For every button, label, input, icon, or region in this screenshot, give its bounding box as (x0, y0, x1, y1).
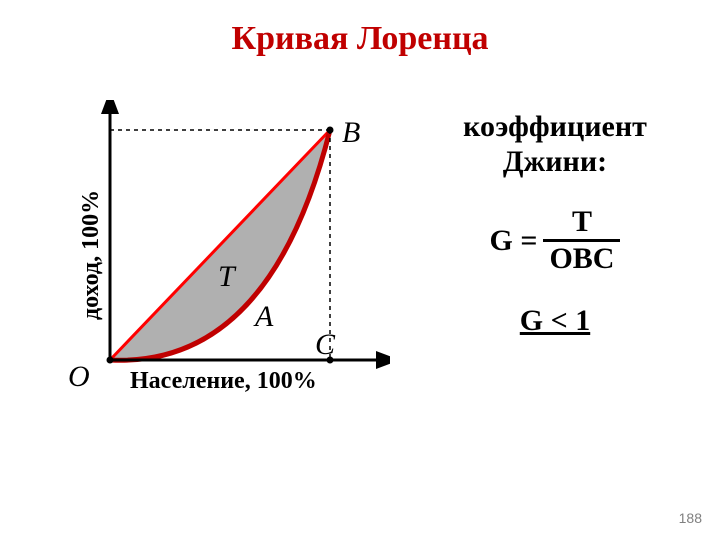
gini-title: коэффициент Джини: (420, 110, 690, 179)
label-A: A (255, 300, 273, 334)
slide: Кривая Лоренца (0, 0, 720, 540)
x-axis-label: Население, 100% (130, 368, 317, 395)
gini-eq-lhs: G = (490, 224, 538, 258)
point-B (327, 127, 334, 134)
gini-fraction: T OBC (543, 207, 620, 274)
gini-title-line2: Джини: (503, 145, 607, 178)
gini-panel: коэффициент Джини: G = T OBC G < 1 (420, 110, 690, 338)
slide-title: Кривая Лоренца (0, 20, 720, 58)
gini-equation: G = T OBC (420, 207, 690, 274)
label-C: C (315, 328, 335, 362)
gini-title-line1: коэффициент (463, 110, 647, 143)
page-number: 188 (679, 510, 702, 526)
gini-eq-denominator: OBC (543, 239, 620, 274)
label-T: T (218, 260, 235, 294)
label-O: O (68, 360, 90, 394)
label-B: B (342, 116, 360, 150)
lorenz-chart: B C A T (90, 100, 390, 400)
y-axis-label: доход, 100% (78, 190, 105, 320)
gini-inequality: G < 1 (420, 304, 690, 338)
gini-eq-numerator: T (566, 207, 598, 239)
point-O (107, 357, 114, 364)
